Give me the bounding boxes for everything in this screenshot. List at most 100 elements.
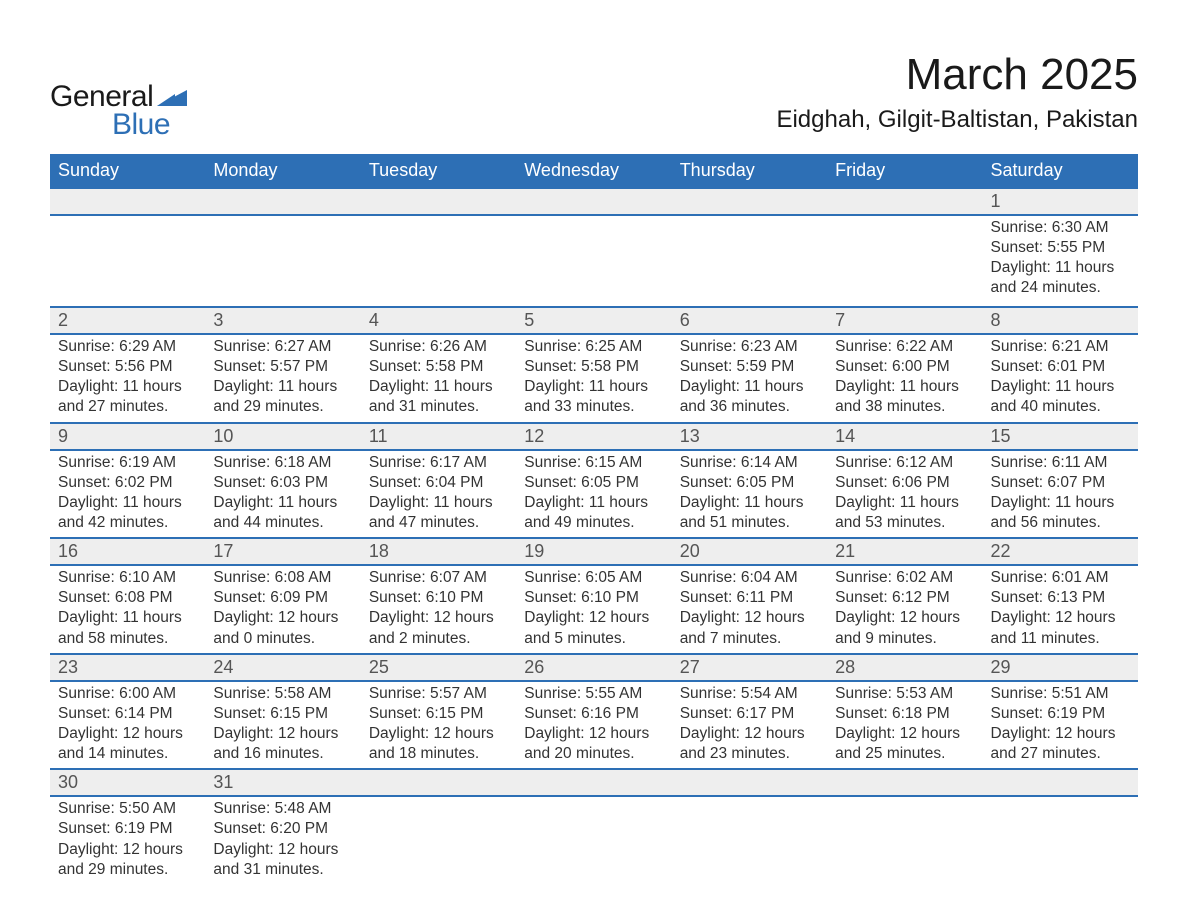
sunset-text: Sunset: 6:05 PM xyxy=(524,473,663,493)
day-number xyxy=(50,189,205,213)
day-number: 1 xyxy=(983,189,1138,214)
day-number: 6 xyxy=(672,308,827,333)
sunrise-text: Sunrise: 6:04 AM xyxy=(680,568,819,588)
logo-triangle-icon xyxy=(157,84,187,106)
sunrise-text: Sunrise: 6:18 AM xyxy=(213,453,352,473)
weekday-header: Monday xyxy=(205,154,360,188)
sunset-text: Sunset: 6:02 PM xyxy=(58,473,197,493)
header: General Blue March 2025 Eidghah, Gilgit-… xyxy=(50,50,1138,142)
weekday-header: Wednesday xyxy=(516,154,671,188)
daylight-text: Daylight: 11 hours and 58 minutes. xyxy=(58,608,197,648)
day-details: Sunrise: 6:25 AMSunset: 5:58 PMDaylight:… xyxy=(516,335,671,422)
day-number: 26 xyxy=(516,655,671,680)
daylight-text: Daylight: 12 hours and 7 minutes. xyxy=(680,608,819,648)
sunrise-text: Sunrise: 6:30 AM xyxy=(991,218,1130,238)
day-details: Sunrise: 5:50 AMSunset: 6:19 PMDaylight:… xyxy=(50,797,205,884)
day-details: Sunrise: 6:23 AMSunset: 5:59 PMDaylight:… xyxy=(672,335,827,422)
calendar-header-row: SundayMondayTuesdayWednesdayThursdayFrid… xyxy=(50,154,1138,188)
sunrise-text: Sunrise: 6:21 AM xyxy=(991,337,1130,357)
day-details: Sunrise: 6:18 AMSunset: 6:03 PMDaylight:… xyxy=(205,451,360,538)
day-number xyxy=(827,189,982,213)
day-details xyxy=(827,216,982,306)
sunset-text: Sunset: 6:15 PM xyxy=(369,704,508,724)
location-subtitle: Eidghah, Gilgit-Baltistan, Pakistan xyxy=(776,106,1138,134)
sunset-text: Sunset: 6:08 PM xyxy=(58,588,197,608)
sunrise-text: Sunrise: 6:02 AM xyxy=(835,568,974,588)
daylight-text: Daylight: 11 hours and 40 minutes. xyxy=(991,377,1130,417)
sunset-text: Sunset: 5:57 PM xyxy=(213,357,352,377)
sunrise-text: Sunrise: 6:10 AM xyxy=(58,568,197,588)
daylight-text: Daylight: 12 hours and 14 minutes. xyxy=(58,724,197,764)
sunset-text: Sunset: 6:19 PM xyxy=(991,704,1130,724)
sunset-text: Sunset: 6:06 PM xyxy=(835,473,974,493)
sunrise-text: Sunrise: 6:12 AM xyxy=(835,453,974,473)
sunrise-text: Sunrise: 6:00 AM xyxy=(58,684,197,704)
sunset-text: Sunset: 6:03 PM xyxy=(213,473,352,493)
day-details: Sunrise: 6:04 AMSunset: 6:11 PMDaylight:… xyxy=(672,566,827,653)
day-number: 10 xyxy=(205,424,360,449)
day-details xyxy=(672,797,827,877)
day-number: 16 xyxy=(50,539,205,564)
sunrise-text: Sunrise: 6:01 AM xyxy=(991,568,1130,588)
daylight-text: Daylight: 11 hours and 31 minutes. xyxy=(369,377,508,417)
day-details: Sunrise: 6:17 AMSunset: 6:04 PMDaylight:… xyxy=(361,451,516,538)
sunrise-text: Sunrise: 6:27 AM xyxy=(213,337,352,357)
day-details: Sunrise: 6:14 AMSunset: 6:05 PMDaylight:… xyxy=(672,451,827,538)
day-number: 27 xyxy=(672,655,827,680)
sunrise-text: Sunrise: 6:17 AM xyxy=(369,453,508,473)
day-details: Sunrise: 6:12 AMSunset: 6:06 PMDaylight:… xyxy=(827,451,982,538)
daylight-text: Daylight: 11 hours and 56 minutes. xyxy=(991,493,1130,533)
sunrise-text: Sunrise: 6:22 AM xyxy=(835,337,974,357)
daylight-text: Daylight: 11 hours and 24 minutes. xyxy=(991,258,1130,298)
day-number: 3 xyxy=(205,308,360,333)
daylight-text: Daylight: 12 hours and 0 minutes. xyxy=(213,608,352,648)
month-title: March 2025 xyxy=(776,50,1138,100)
sunset-text: Sunset: 6:10 PM xyxy=(524,588,663,608)
day-details: Sunrise: 5:53 AMSunset: 6:18 PMDaylight:… xyxy=(827,682,982,769)
sunset-text: Sunset: 6:18 PM xyxy=(835,704,974,724)
day-number: 11 xyxy=(361,424,516,449)
day-details: Sunrise: 5:54 AMSunset: 6:17 PMDaylight:… xyxy=(672,682,827,769)
day-details: Sunrise: 5:57 AMSunset: 6:15 PMDaylight:… xyxy=(361,682,516,769)
sunrise-text: Sunrise: 5:50 AM xyxy=(58,799,197,819)
day-number: 4 xyxy=(361,308,516,333)
day-details xyxy=(983,797,1138,877)
weekday-header: Saturday xyxy=(983,154,1138,188)
day-details: Sunrise: 5:58 AMSunset: 6:15 PMDaylight:… xyxy=(205,682,360,769)
daylight-text: Daylight: 11 hours and 42 minutes. xyxy=(58,493,197,533)
sunset-text: Sunset: 6:16 PM xyxy=(524,704,663,724)
sunrise-text: Sunrise: 6:29 AM xyxy=(58,337,197,357)
sunrise-text: Sunrise: 6:05 AM xyxy=(524,568,663,588)
sunrise-text: Sunrise: 5:51 AM xyxy=(991,684,1130,704)
day-number: 17 xyxy=(205,539,360,564)
day-number: 18 xyxy=(361,539,516,564)
day-details xyxy=(827,797,982,877)
day-details: Sunrise: 6:08 AMSunset: 6:09 PMDaylight:… xyxy=(205,566,360,653)
sunset-text: Sunset: 6:01 PM xyxy=(991,357,1130,377)
day-details: Sunrise: 6:22 AMSunset: 6:00 PMDaylight:… xyxy=(827,335,982,422)
title-block: March 2025 Eidghah, Gilgit-Baltistan, Pa… xyxy=(776,50,1138,134)
sunrise-text: Sunrise: 6:07 AM xyxy=(369,568,508,588)
sunset-text: Sunset: 6:10 PM xyxy=(369,588,508,608)
sunrise-text: Sunrise: 6:08 AM xyxy=(213,568,352,588)
day-number: 23 xyxy=(50,655,205,680)
day-number: 29 xyxy=(983,655,1138,680)
daylight-text: Daylight: 12 hours and 20 minutes. xyxy=(524,724,663,764)
day-details: Sunrise: 5:55 AMSunset: 6:16 PMDaylight:… xyxy=(516,682,671,769)
sunset-text: Sunset: 6:00 PM xyxy=(835,357,974,377)
day-number xyxy=(672,770,827,794)
sunset-text: Sunset: 5:55 PM xyxy=(991,238,1130,258)
daylight-text: Daylight: 11 hours and 44 minutes. xyxy=(213,493,352,533)
day-number xyxy=(361,770,516,794)
day-number: 30 xyxy=(50,770,205,795)
day-number: 19 xyxy=(516,539,671,564)
day-details: Sunrise: 6:26 AMSunset: 5:58 PMDaylight:… xyxy=(361,335,516,422)
daylight-text: Daylight: 11 hours and 33 minutes. xyxy=(524,377,663,417)
sunrise-text: Sunrise: 6:26 AM xyxy=(369,337,508,357)
day-details: Sunrise: 6:21 AMSunset: 6:01 PMDaylight:… xyxy=(983,335,1138,422)
day-number xyxy=(983,770,1138,794)
sunset-text: Sunset: 6:15 PM xyxy=(213,704,352,724)
day-details: Sunrise: 6:01 AMSunset: 6:13 PMDaylight:… xyxy=(983,566,1138,653)
day-number: 5 xyxy=(516,308,671,333)
sunrise-text: Sunrise: 5:54 AM xyxy=(680,684,819,704)
